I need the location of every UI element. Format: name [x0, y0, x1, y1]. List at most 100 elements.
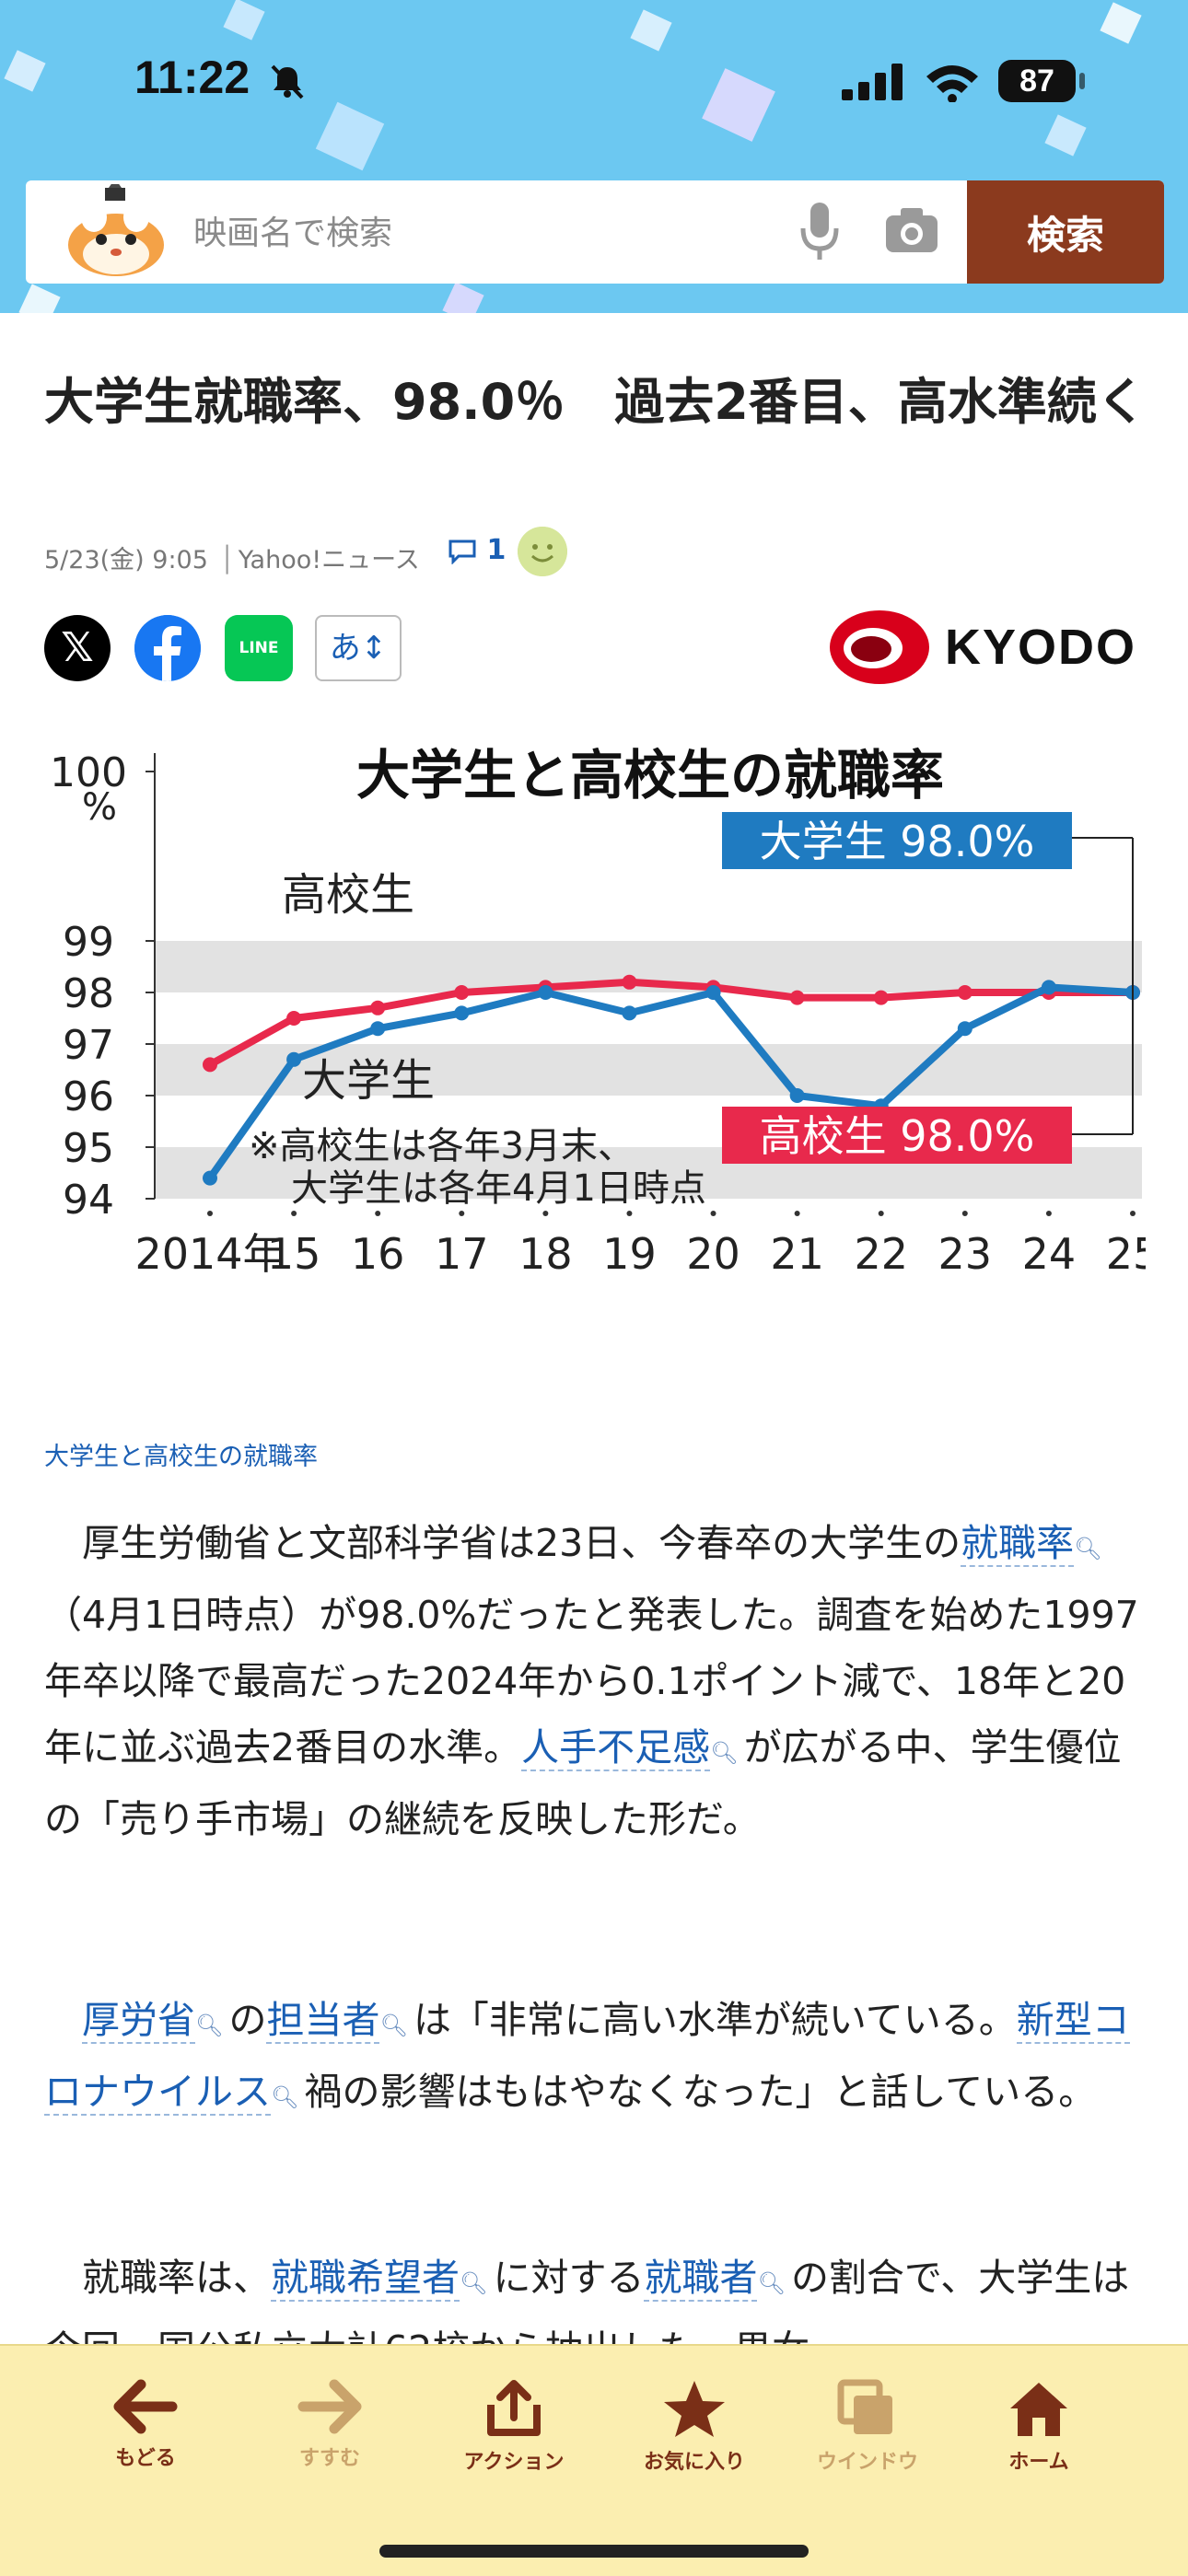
back-button[interactable]: もどる [72, 2379, 219, 2471]
x-tick-dot [1130, 1211, 1136, 1216]
comment-icon [448, 540, 476, 565]
x-tick-dot [710, 1211, 716, 1216]
article-paragraph-2: 厚労省🔍︎ の担当者🔍︎ は「非常に高い水準が続いている。新型コロナウイルス🔍︎ 禍の… [44, 1987, 1146, 2130]
keyword-link[interactable]: 就職者 [644, 2256, 758, 2302]
x-tick-label: 16 [351, 1229, 405, 1279]
keyword-link[interactable]: 就職率 [961, 1521, 1075, 1567]
x-tick-dot [542, 1211, 549, 1216]
callout-box-highschool [722, 1107, 1072, 1164]
x-tick-label: 23 [938, 1229, 993, 1279]
data-point [538, 985, 553, 1000]
search-button[interactable]: 検索 [967, 180, 1164, 284]
keyword-link[interactable]: 人手不足感 [521, 1725, 711, 1771]
comment-count: 1 [486, 534, 507, 566]
smile-reaction-icon[interactable] [518, 527, 567, 576]
x-tick-dot [878, 1211, 884, 1216]
arrow-left-icon [113, 2379, 178, 2434]
y-unit-label: % [82, 786, 117, 829]
keyword-search-icon[interactable]: 🔍︎ [271, 2084, 299, 2110]
x-tick-label: 24 [1022, 1229, 1077, 1279]
signal-icon [842, 64, 903, 100]
x-tick-dot [794, 1211, 800, 1216]
x-tick-label: 17 [435, 1229, 489, 1279]
paragraph-text: 禍の影響はもはやなくなった」と話している。 [304, 2070, 1097, 2114]
x-share-button[interactable]: 𝕏 [44, 615, 111, 681]
chart-note-line-2: 大学生は各年4月1日時点 [291, 1167, 706, 1210]
facebook-share-button[interactable] [134, 615, 201, 681]
data-point [705, 985, 721, 1000]
x-tick-label: 20 [686, 1229, 740, 1279]
confetti-decoration [630, 9, 672, 52]
line-share-button[interactable]: LINE [225, 615, 293, 681]
y-tick-label: 94 [63, 1177, 114, 1224]
comment-count-link[interactable]: 1 [448, 534, 506, 566]
nav-label: ホーム [1008, 2451, 1069, 2474]
data-point [622, 1005, 637, 1021]
article-meta: 5/23(金) 9:05 │ Yahoo!ニュース [44, 540, 420, 575]
paragraph-text: 厚生労働省と文部科学省は23日、今春卒の大学生の [44, 1521, 961, 1565]
x-tick-dot [375, 1211, 381, 1216]
status-bar: 11:22 87 [0, 51, 1188, 115]
battery-indicator: 87 [998, 60, 1076, 102]
keyword-link[interactable]: 担当者 [266, 1998, 380, 2044]
forward-button[interactable]: すすむ [256, 2379, 403, 2471]
keyword-link[interactable]: 就職希望者 [271, 2256, 460, 2302]
keyword-search-icon[interactable]: 🔍︎ [757, 2270, 786, 2296]
x-tick-dot [291, 1211, 297, 1216]
nav-label: アクション [463, 2451, 565, 2474]
data-point [957, 1021, 973, 1037]
home-icon [1010, 2383, 1067, 2436]
publisher-name: KYODO [945, 620, 1137, 675]
data-point [957, 985, 973, 1000]
window-button[interactable]: ウインドウ [794, 2379, 941, 2475]
paragraph-text: の [228, 1998, 267, 2042]
publisher-logo: KYODO [827, 608, 1136, 690]
article-date: 5/23(金) 9:05 [44, 546, 208, 574]
arrow-right-icon [297, 2379, 362, 2434]
data-point [1041, 980, 1056, 995]
header-banner: 11:22 87 [0, 0, 1188, 313]
paragraph-text: 就職率は、 [44, 2256, 271, 2300]
search-bar: 検索 [26, 180, 1164, 284]
star-icon [664, 2381, 725, 2437]
camera-icon[interactable] [884, 206, 939, 254]
keyword-search-icon[interactable]: 🔍︎ [460, 2270, 488, 2296]
article-source[interactable]: Yahoo!ニュース [238, 546, 420, 574]
keyword-link[interactable]: 新型コロナウイルス [44, 1998, 1130, 2116]
keyword-search-icon[interactable]: 🔍︎ [1074, 1536, 1102, 1561]
microphone-icon[interactable] [799, 199, 840, 265]
action-button[interactable]: アクション [440, 2379, 588, 2475]
home-indicator[interactable] [379, 2545, 809, 2558]
keyword-link[interactable]: 厚労省 [82, 1998, 195, 2044]
image-caption[interactable]: 大学生と高校生の就職率 [44, 1443, 318, 1471]
data-point [286, 1011, 302, 1026]
confetti-decoration [1044, 114, 1087, 157]
nav-label: ウインドウ [816, 2451, 918, 2474]
confetti-decoration [223, 0, 265, 41]
chart-title: 大学生と高校生の就職率 [356, 746, 944, 806]
home-button[interactable]: ホーム [965, 2379, 1112, 2475]
x-tick-dot [1045, 1211, 1052, 1216]
x-tick-label: 25 [1106, 1229, 1146, 1279]
paragraph-text: が広がる中、学生優位の「売り手市場」の継続を反映した形だ。 [44, 1725, 1122, 1841]
paragraph-text: （4月1日時点）が98.0%だったと発表した。調査を始めた1997年卒以降で最高… [44, 1593, 1139, 1770]
meta-separator: │ [219, 546, 235, 574]
search-input[interactable] [192, 204, 785, 261]
favorite-button[interactable]: お気に入り [621, 2379, 768, 2475]
keyword-search-icon[interactable]: 🔍︎ [195, 2013, 224, 2038]
confetti-decoration [18, 284, 61, 313]
y-tick-label: 98 [63, 970, 114, 1017]
status-time: 11:22 [134, 52, 250, 103]
keyword-search-icon[interactable]: 🔍︎ [710, 1740, 739, 1766]
data-point [789, 1088, 805, 1103]
y-tick-label: 95 [63, 1125, 114, 1172]
wifi-icon [926, 65, 978, 102]
y-tick-label: 96 [63, 1073, 114, 1120]
x-tick-dot [207, 1211, 213, 1216]
keyword-search-icon[interactable]: 🔍︎ [379, 2013, 408, 2038]
font-size-button[interactable]: あ↕ [315, 615, 402, 681]
data-point [370, 1000, 386, 1015]
chart-note-line-1: ※高校生は各年3月末、 [249, 1125, 635, 1167]
x-tick-label: 18 [518, 1229, 573, 1279]
